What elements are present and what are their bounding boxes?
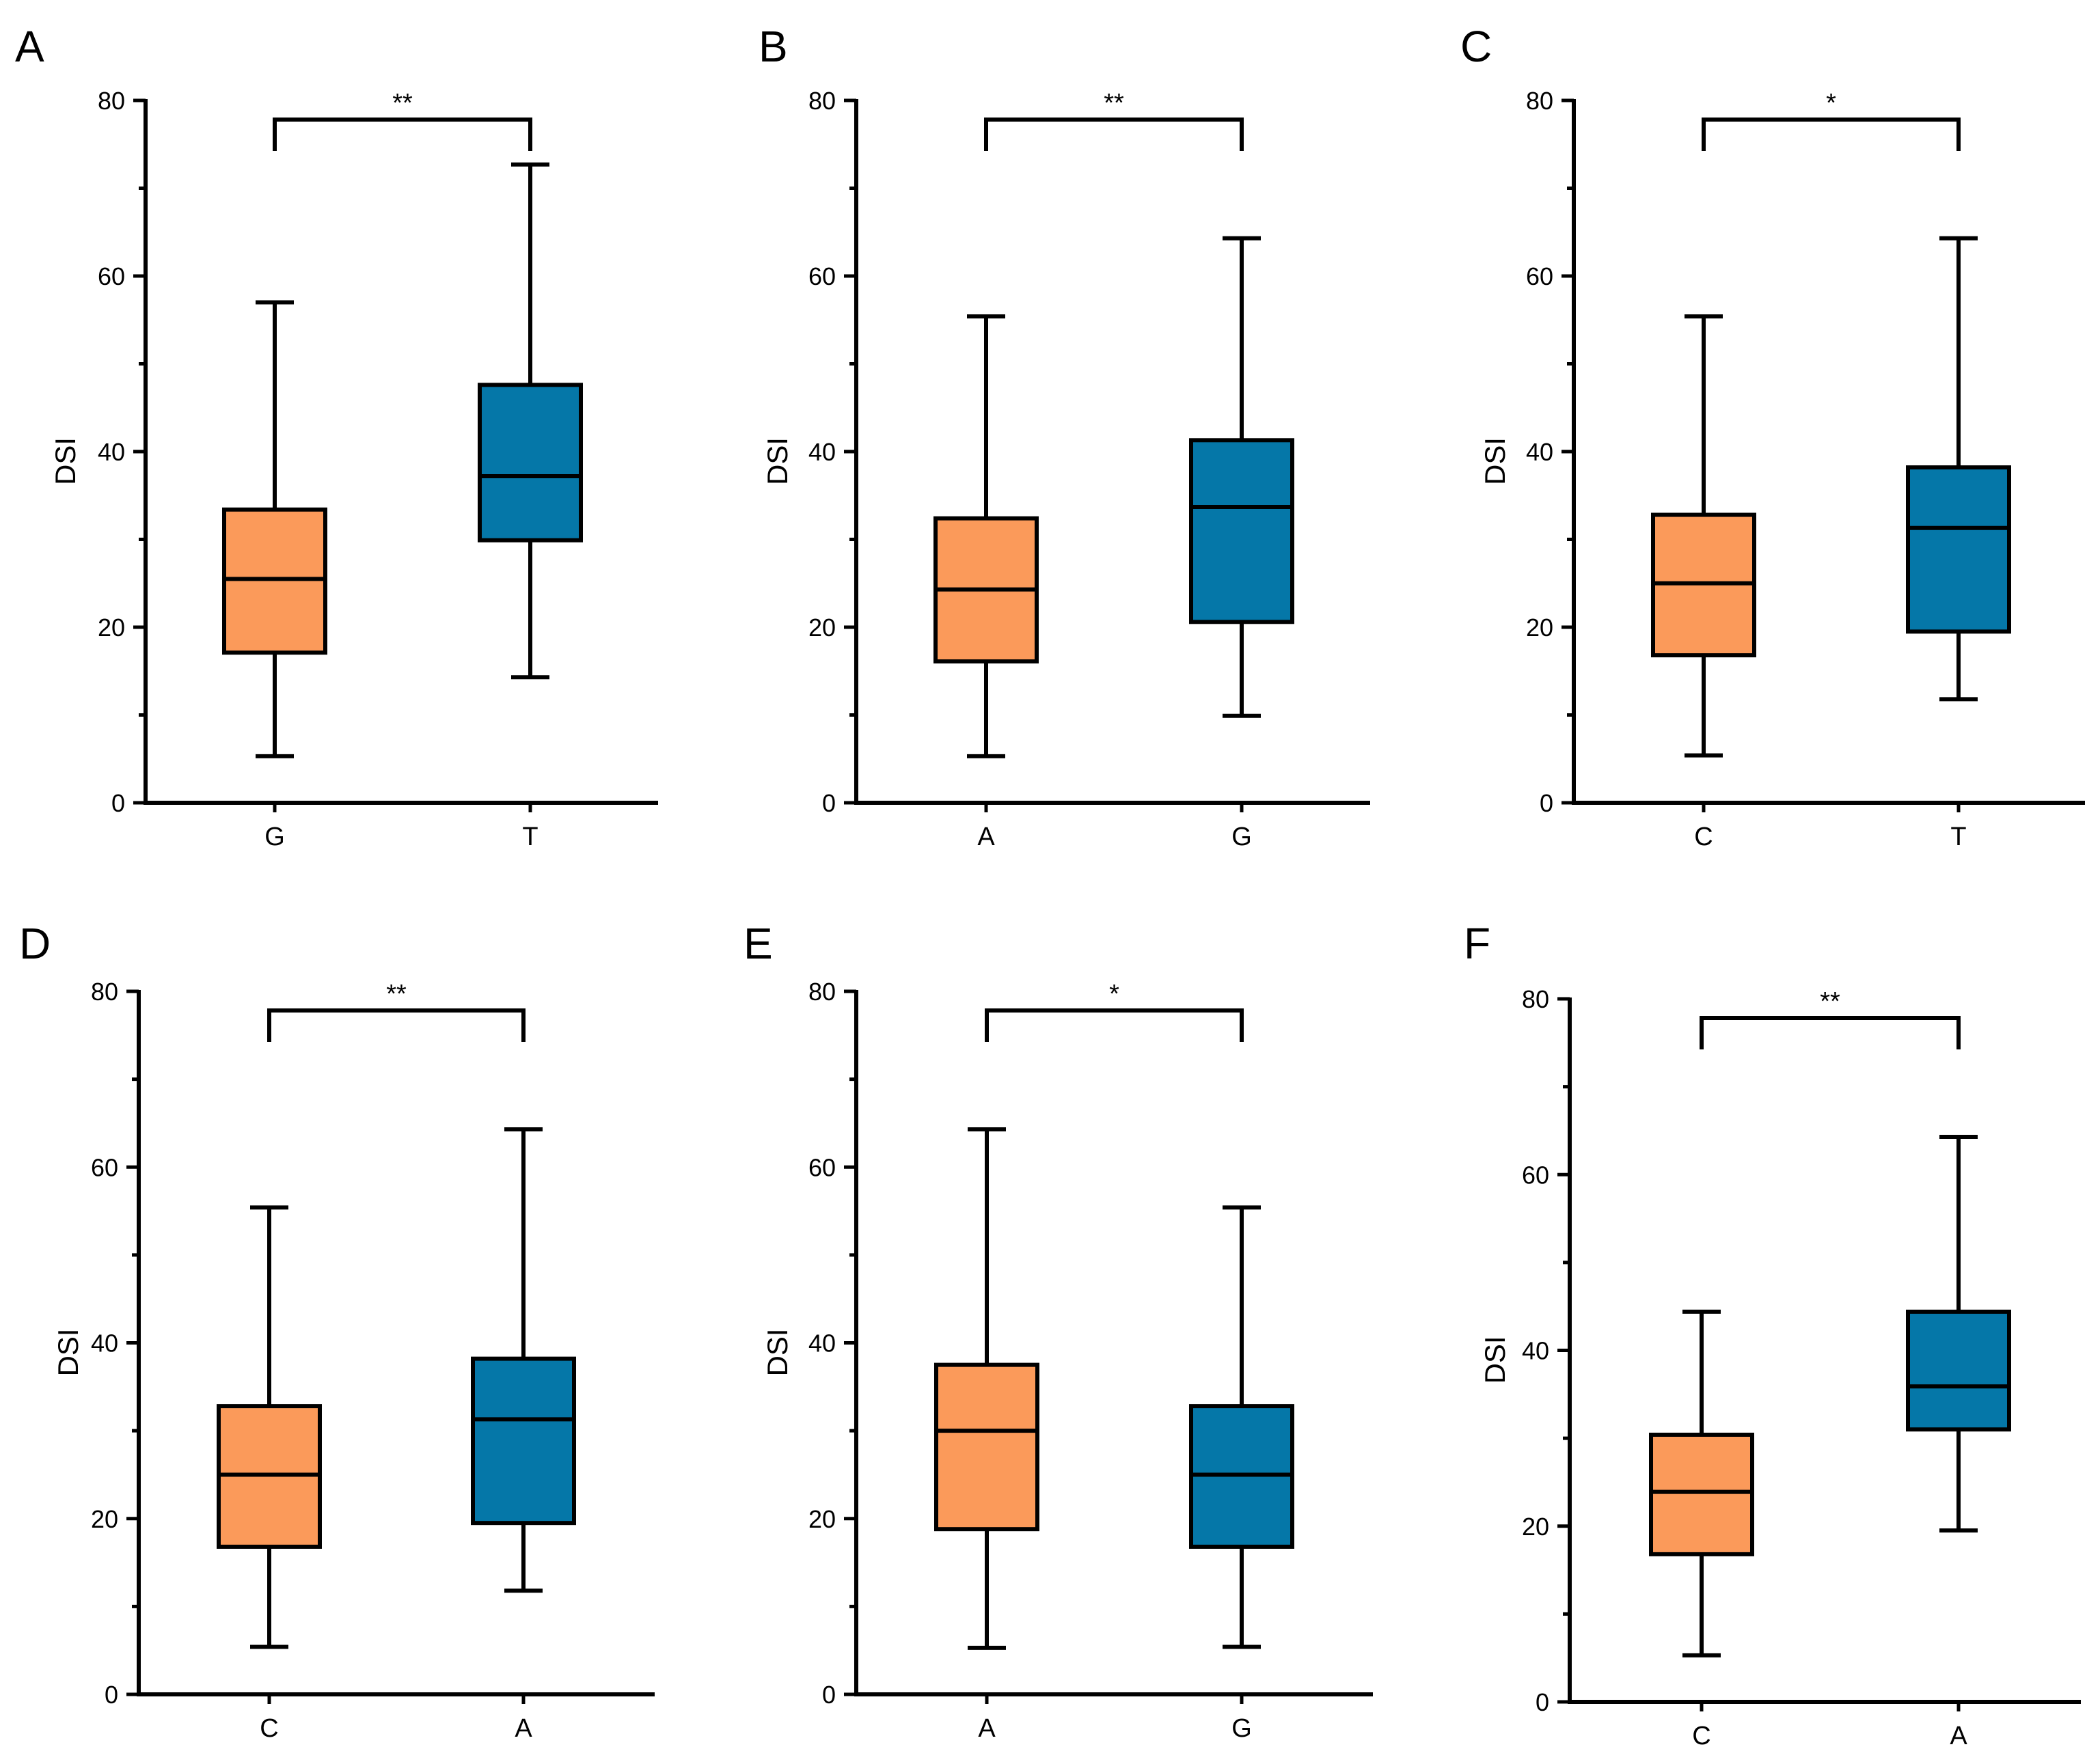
significance-label: ** — [1820, 987, 1840, 1016]
y-tick-label: 60 — [1526, 262, 1553, 290]
box-t — [1906, 236, 2011, 702]
box-g — [1189, 1205, 1294, 1649]
y-axis-label: DSI — [1479, 1336, 1511, 1384]
y-tick-label: 0 — [1536, 1688, 1549, 1716]
iqr-box — [1906, 465, 2011, 634]
y-axis-label: DSI — [761, 1328, 793, 1376]
x-tick-label: G — [1231, 823, 1252, 851]
y-tick-label: 60 — [808, 1153, 836, 1181]
y-tick-label: 60 — [98, 262, 125, 290]
panel-letter: F — [1464, 919, 1490, 968]
box-a — [933, 314, 1039, 758]
y-axis-label: DSI — [1479, 437, 1511, 485]
y-tick-label: 20 — [808, 1505, 836, 1533]
iqr-box — [471, 1356, 576, 1526]
significance-label: ** — [386, 980, 407, 1008]
y-tick-label: 60 — [91, 1153, 118, 1181]
y-axis-label: DSI — [52, 1328, 84, 1376]
box-c — [217, 1205, 322, 1649]
y-tick-label: 40 — [808, 438, 836, 466]
significance-bracket — [1702, 118, 1961, 151]
x-tick-label: T — [522, 823, 538, 851]
x-tick-label: A — [515, 1714, 532, 1743]
panel-letter: A — [15, 22, 44, 71]
panel-b: B 0 20 40 60 80 DSI A G ** — [759, 22, 1370, 851]
y-tick-label: 40 — [808, 1330, 836, 1358]
y-tick-label: 20 — [808, 614, 836, 642]
x-tick-label: A — [977, 823, 995, 851]
significance-bracket — [273, 118, 532, 151]
iqr-box — [478, 383, 583, 542]
significance-label: ** — [392, 89, 413, 118]
y-tick-label: 80 — [808, 978, 836, 1006]
iqr-box — [222, 507, 327, 655]
y-tick-label: 20 — [1526, 614, 1553, 642]
box-g — [222, 300, 327, 758]
panel-letter: B — [759, 22, 788, 71]
x-tick-label: C — [1692, 1722, 1710, 1750]
significance-bracket — [267, 1008, 526, 1042]
y-tick-label: 20 — [98, 614, 125, 642]
y-tick-label: 0 — [822, 789, 836, 817]
y-tick-label: 60 — [1522, 1161, 1549, 1189]
x-tick-label: G — [264, 823, 285, 851]
iqr-box — [1649, 1432, 1754, 1556]
panel-f: F 0 20 40 60 80 DSI C A ** — [1464, 919, 2081, 1750]
panel-letter: D — [19, 919, 51, 968]
x-tick-label: A — [1950, 1722, 1967, 1750]
y-tick-label: 20 — [91, 1505, 118, 1533]
panel-letter: C — [1460, 22, 1492, 71]
significance-label: * — [1826, 89, 1836, 118]
panel-c: C 0 20 40 60 80 DSI C T * — [1460, 22, 2085, 851]
box-a — [471, 1127, 576, 1593]
x-tick-label: A — [978, 1714, 996, 1743]
iqr-box — [1189, 438, 1294, 624]
panel-a: A 0 20 40 60 80 DSI G T ** — [15, 22, 658, 851]
significance-label: ** — [1104, 89, 1124, 118]
y-tick-label: 40 — [98, 438, 125, 466]
x-tick-label: C — [1694, 823, 1713, 851]
significance-bracket — [1700, 1016, 1961, 1049]
significance-bracket — [985, 1008, 1244, 1042]
x-tick-label: G — [1231, 1714, 1252, 1743]
y-tick-label: 80 — [1526, 87, 1553, 115]
y-axis-label: DSI — [49, 437, 81, 485]
significance-label: * — [1109, 980, 1119, 1008]
y-tick-label: 0 — [105, 1681, 118, 1709]
y-axis-label: DSI — [761, 437, 793, 485]
significance-bracket — [984, 118, 1244, 151]
y-tick-label: 40 — [91, 1330, 118, 1358]
y-tick-label: 60 — [808, 262, 836, 290]
panel-d: D 0 20 40 60 80 DSI C A ** — [19, 919, 655, 1743]
y-tick-label: 40 — [1522, 1337, 1549, 1365]
y-tick-label: 0 — [111, 789, 125, 817]
y-tick-label: 0 — [1540, 789, 1553, 817]
y-tick-label: 80 — [91, 978, 118, 1006]
panel-letter: E — [744, 919, 773, 968]
iqr-box — [1906, 1309, 2011, 1432]
y-tick-label: 80 — [98, 87, 125, 115]
x-tick-label: T — [1950, 823, 1966, 851]
y-tick-label: 80 — [1522, 985, 1549, 1013]
y-tick-label: 0 — [822, 1681, 836, 1709]
box-c — [1651, 314, 1756, 758]
box-a — [934, 1127, 1039, 1650]
iqr-box — [934, 1362, 1039, 1532]
y-tick-label: 80 — [808, 87, 836, 115]
y-tick-label: 20 — [1522, 1513, 1549, 1541]
box-g — [1189, 236, 1294, 718]
box-t — [478, 162, 583, 680]
y-tick-label: 40 — [1526, 438, 1553, 466]
panel-e: E 0 20 40 60 80 DSI A G * — [744, 919, 1373, 1743]
box-a — [1906, 1134, 2011, 1533]
x-tick-label: C — [260, 1714, 278, 1743]
box-c — [1649, 1309, 1754, 1657]
